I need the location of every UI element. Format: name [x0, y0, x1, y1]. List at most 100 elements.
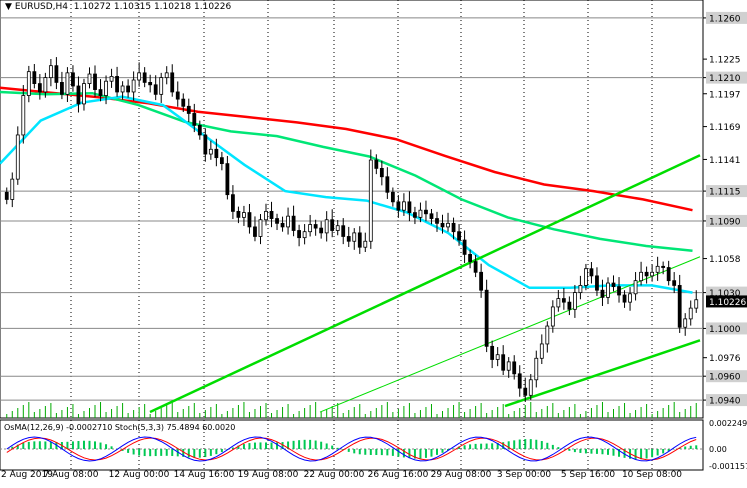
candle-body [424, 209, 428, 215]
candle-body [490, 345, 495, 360]
symbol-label: EURUSD,H4 [14, 2, 69, 12]
candle-body [214, 148, 219, 159]
y-tick-label: 1.1225 [709, 56, 741, 66]
candle-body [10, 178, 15, 200]
candle-body [672, 280, 677, 286]
candle-body [357, 232, 362, 248]
stoch-main-line [6, 436, 697, 462]
candle-body [468, 253, 472, 262]
candle-body [374, 159, 379, 169]
y-tick-label: 1.1169 [709, 123, 741, 133]
candle-body [203, 134, 208, 155]
candle-body [4, 191, 9, 200]
candle-body [639, 271, 643, 282]
level-label-bg [706, 214, 747, 227]
candle-body [650, 271, 655, 277]
candle-body [71, 72, 75, 87]
candle-body [104, 80, 108, 96]
y-tick-label: 1.1000 [709, 325, 741, 335]
candle-body [501, 354, 506, 371]
candle-body [368, 159, 373, 242]
candle-body [330, 219, 335, 231]
candle-body [462, 239, 467, 255]
indicator-tick-label: 0.00224953 [709, 419, 747, 428]
candle-body [236, 210, 241, 218]
candle-body [523, 387, 528, 396]
y-tick-label: 1.1030 [709, 289, 741, 299]
candle-body [512, 361, 517, 375]
candle-body [93, 73, 97, 90]
x-tick-label: 22 Aug 00:00 [304, 470, 365, 480]
candle-body [291, 215, 296, 231]
candle-body [324, 219, 329, 234]
candle-body [142, 72, 147, 83]
candle-body [628, 293, 632, 303]
candle-body [98, 89, 103, 96]
x-tick-label: 5 Sep 16:00 [561, 470, 616, 480]
candle-body [611, 282, 616, 288]
candle-body [164, 72, 169, 79]
candle-body [595, 275, 599, 291]
candle-body [435, 218, 439, 224]
candle-body [457, 231, 461, 241]
candle-body [352, 232, 357, 242]
y-tick-label: 1.1058 [709, 255, 741, 265]
indicator-tick-label: 0.00 [709, 445, 727, 454]
candle-body [385, 176, 390, 193]
candle-body [297, 230, 301, 239]
volume-layer [6, 402, 697, 418]
candle-body [606, 282, 610, 298]
candle-body [170, 72, 175, 93]
candle-body [175, 91, 180, 100]
candle-body [655, 265, 660, 273]
x-tick-label: 3 Sep 00:00 [497, 470, 552, 480]
candle-body [131, 79, 136, 93]
channel-line [149, 154, 701, 414]
y-tick-label: 1.0940 [709, 397, 741, 407]
level-label-bg [706, 370, 747, 383]
candle-body [578, 285, 583, 294]
candle-body [346, 236, 351, 242]
x-tick-label: 7 Aug 08:00 [44, 470, 99, 480]
indicator-tick-label: -0.00115729 [709, 462, 747, 471]
x-tick-label: 19 Aug 08:00 [238, 470, 299, 480]
x-tick-label: 2 Aug 2019 [1, 470, 53, 480]
candle-body [479, 271, 484, 291]
ohlc-values: 1.10272 1.10315 1.10218 1.10226 [73, 2, 232, 12]
candle-body [148, 82, 153, 86]
candle-body [302, 231, 307, 239]
candle-body [413, 212, 417, 218]
candle-body [644, 271, 649, 277]
candle-body [506, 361, 511, 371]
candle-body [120, 85, 125, 93]
candle-body [231, 194, 235, 212]
indicator-header: OsMA(12,26,9) -0.0002710 Stoch(5,3,3) 75… [4, 423, 236, 432]
candle-body [126, 85, 131, 93]
candle-body [661, 265, 666, 268]
candle-body [418, 209, 423, 218]
candle-body [539, 343, 544, 359]
candle-body [48, 65, 53, 79]
candle-body [82, 83, 86, 105]
candle-body [115, 76, 119, 93]
candle-body [677, 285, 682, 328]
candle-body [484, 289, 489, 347]
level-label-bg [706, 11, 747, 24]
level-label-bg [706, 322, 747, 335]
candle-body [219, 157, 224, 165]
candle-body [429, 213, 434, 219]
channel-line [319, 256, 701, 413]
y-tick-label: 1.1210 [709, 74, 741, 84]
candle-body [258, 219, 263, 237]
indicator-frame [0, 419, 704, 471]
candle-body [137, 72, 142, 81]
x-tick-label: 12 Aug 00:00 [109, 470, 170, 480]
candle-body [402, 201, 406, 211]
candle-body [451, 222, 456, 233]
candle-body [308, 224, 313, 233]
candle-body [319, 227, 324, 234]
y-tick-label: 1.0976 [709, 354, 741, 364]
candle-body [32, 71, 37, 84]
